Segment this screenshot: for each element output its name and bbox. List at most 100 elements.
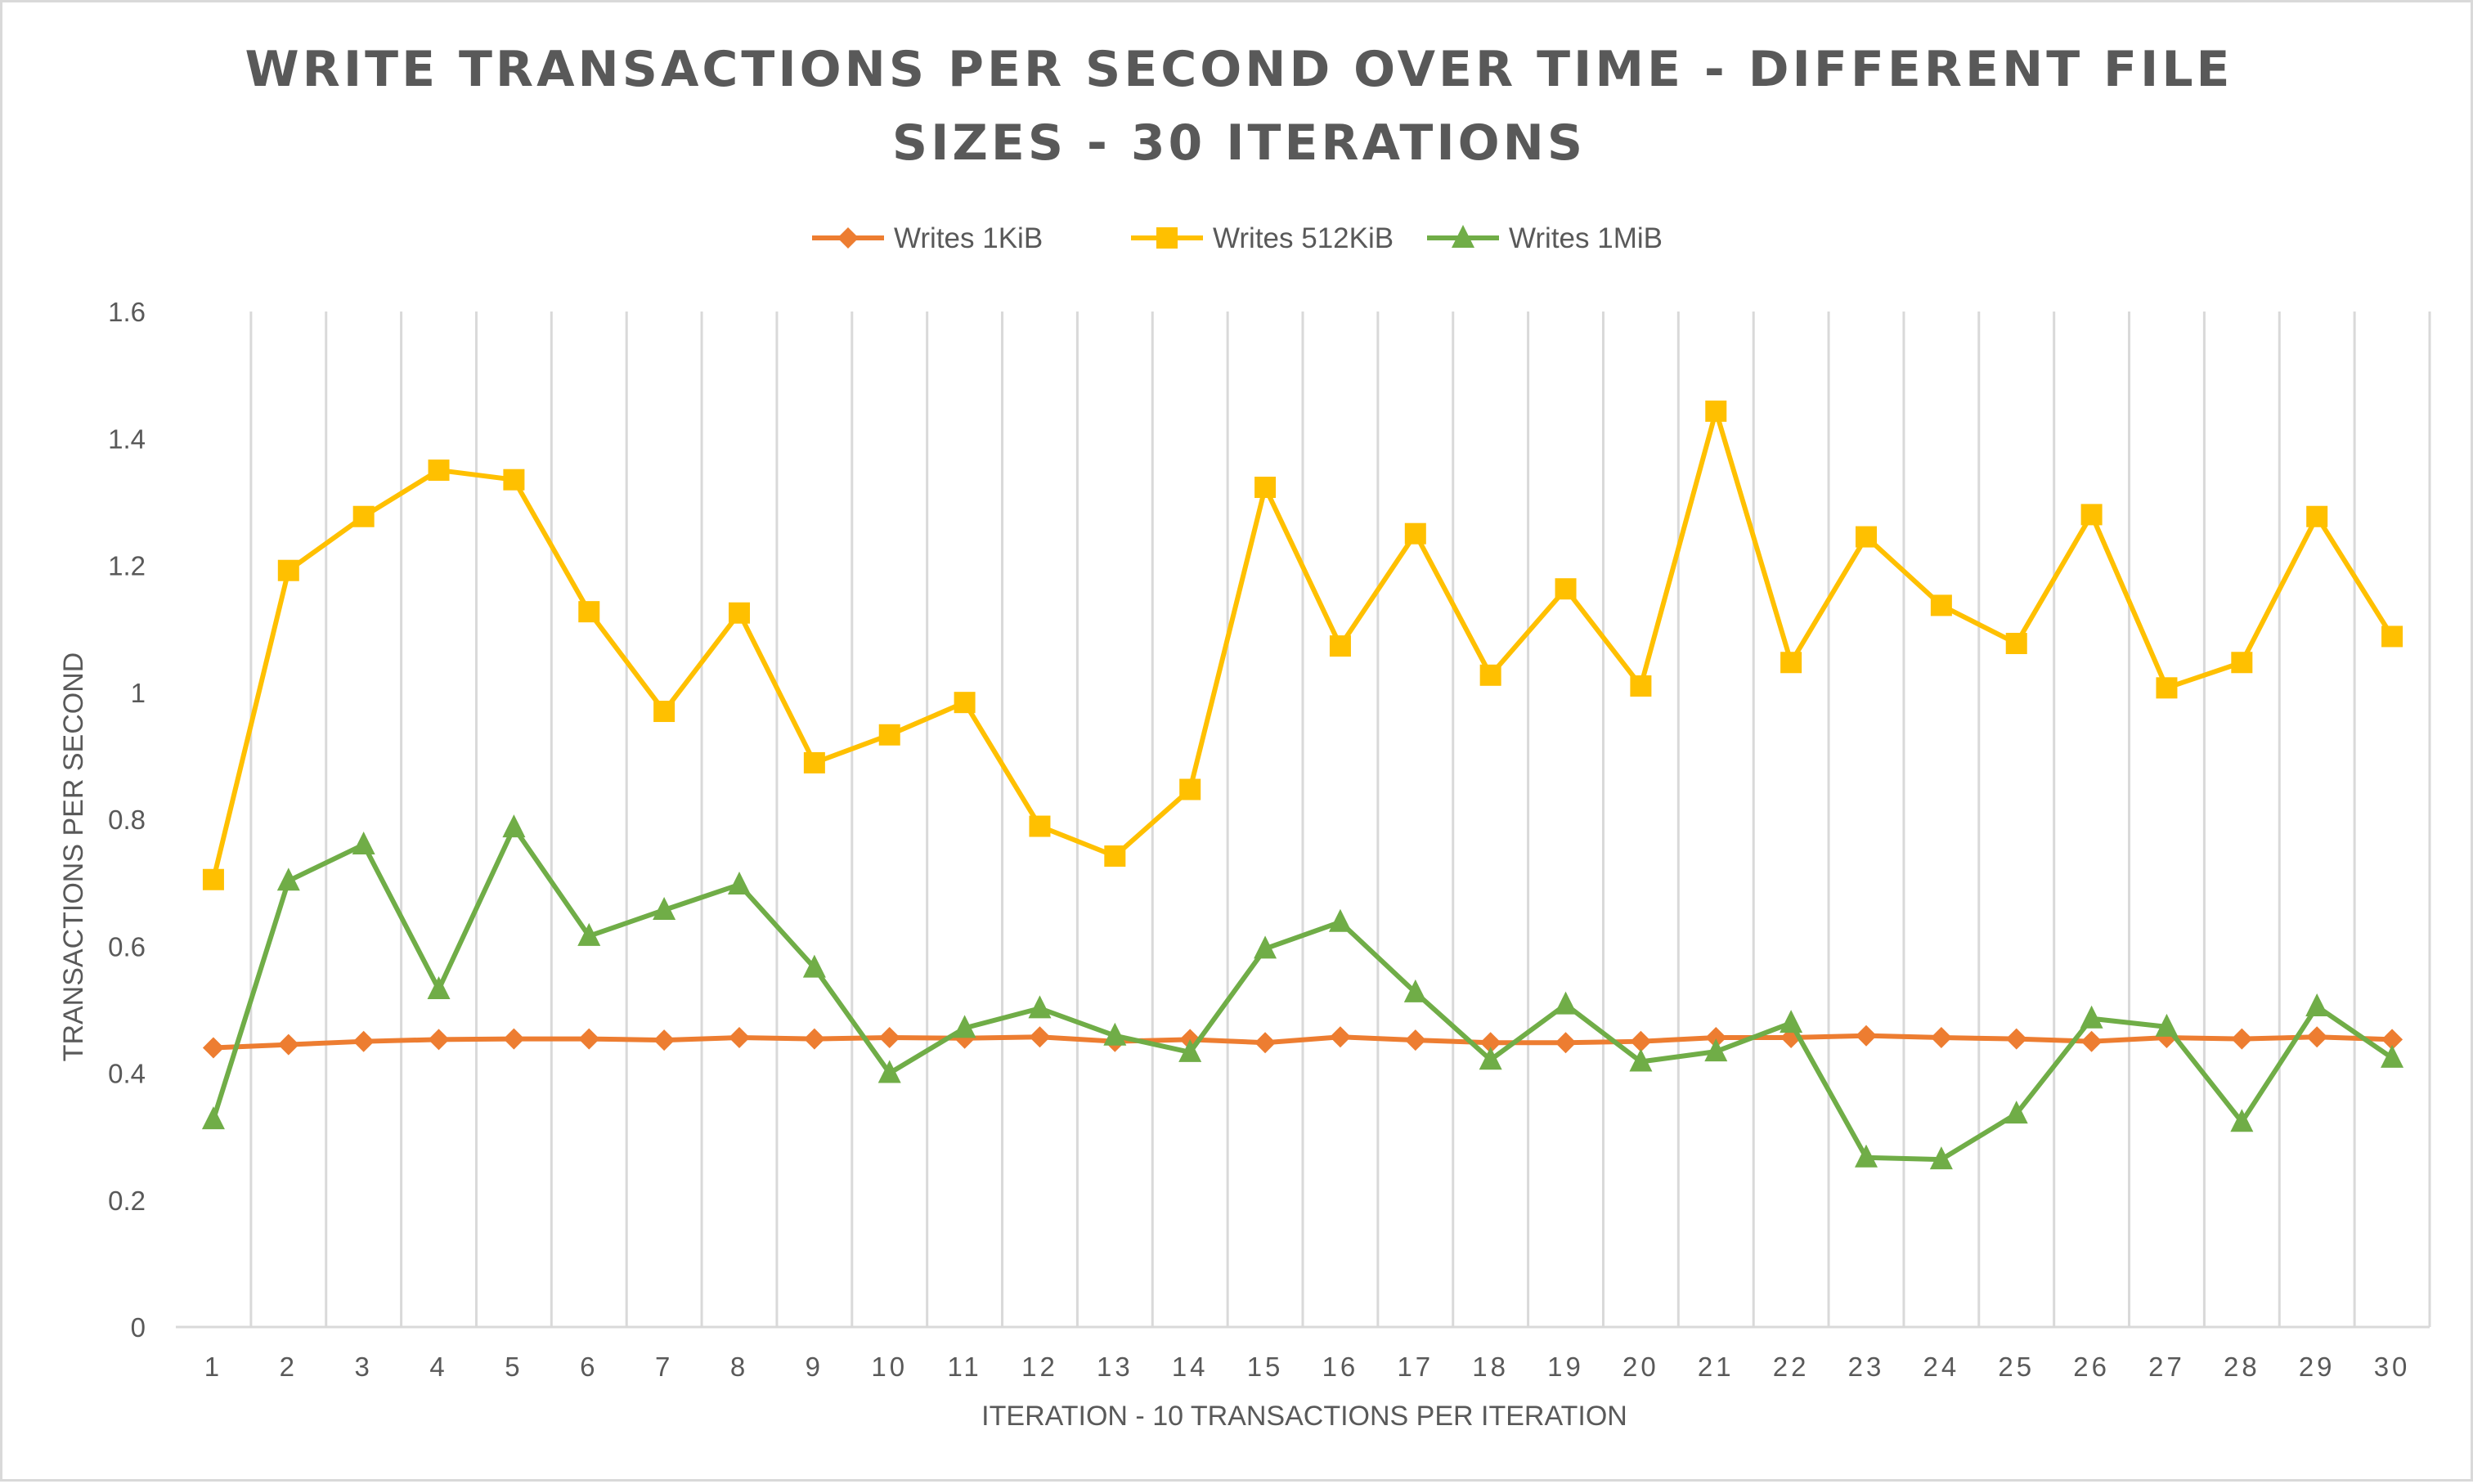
data-point-writes-1kib <box>428 1029 450 1051</box>
data-point-writes-1mib <box>728 871 751 894</box>
data-point-writes-1mib <box>1629 1048 1653 1072</box>
y-tick-label: 0.2 <box>108 1186 146 1216</box>
legend-marker <box>1156 227 1178 249</box>
x-tick-label: 15 <box>1247 1352 1284 1382</box>
data-point-writes-1mib <box>1479 1047 1502 1070</box>
data-point-writes-512kib <box>578 601 600 623</box>
data-point-writes-1mib <box>276 868 300 891</box>
data-point-writes-512kib <box>428 460 450 482</box>
x-tick-label: 24 <box>1923 1352 1960 1382</box>
data-point-writes-1mib <box>1254 935 1277 959</box>
legend-label: Writes 1KiB <box>894 222 1043 254</box>
x-tick-label: 10 <box>871 1352 908 1382</box>
data-point-writes-1mib <box>1103 1022 1127 1046</box>
data-point-writes-512kib <box>729 602 750 624</box>
legend-label: Writes 512KiB <box>1213 222 1394 254</box>
legend: Writes 1KiB Writes 512KiB Writes 1MiB <box>812 222 1663 254</box>
y-axis-tick-labels: 0 0.2 0.4 0.6 0.8 1 1.2 1.4 1.6 <box>108 297 146 1343</box>
data-point-writes-1mib <box>802 954 826 978</box>
data-point-writes-512kib <box>1630 675 1652 697</box>
data-point-writes-512kib <box>803 751 825 773</box>
data-point-writes-1mib <box>1929 1146 1953 1170</box>
series-writes-1kib <box>202 1024 2403 1059</box>
x-tick-label: 25 <box>1998 1352 2035 1382</box>
data-point-writes-1mib <box>1403 979 1427 1002</box>
x-tick-label: 6 <box>580 1352 598 1382</box>
series-layer <box>201 400 2404 1170</box>
data-point-writes-512kib <box>2156 677 2178 699</box>
data-point-writes-1kib <box>2306 1026 2328 1048</box>
data-point-writes-1mib <box>502 814 526 838</box>
x-tick-label: 9 <box>806 1352 824 1382</box>
data-point-writes-1kib <box>277 1033 299 1056</box>
data-point-writes-1kib <box>1479 1032 1501 1054</box>
chart-title-line1: WRITE TRANSACTIONS PER SECOND OVER TIME … <box>245 41 2233 98</box>
x-tick-label: 4 <box>429 1352 447 1382</box>
series-line-writes-1kib <box>210 1033 2395 1051</box>
x-tick-label: 20 <box>1622 1352 1659 1382</box>
data-point-writes-1kib <box>803 1028 825 1050</box>
data-point-writes-1mib <box>2004 1101 2028 1124</box>
data-point-writes-1kib <box>1930 1027 1952 1049</box>
chart-title-line2: SIZES - 30 ITERATIONS <box>892 114 1586 172</box>
data-point-writes-1mib <box>352 832 375 855</box>
x-tick-label: 7 <box>655 1352 673 1382</box>
x-tick-label: 1 <box>204 1352 222 1382</box>
data-point-writes-1kib <box>2231 1028 2253 1050</box>
data-point-writes-1kib <box>503 1028 525 1050</box>
data-point-writes-1mib <box>877 1060 901 1083</box>
x-tick-label: 5 <box>505 1352 523 1382</box>
legend-label: Writes 1MiB <box>1509 222 1663 254</box>
data-point-writes-1mib <box>1178 1038 1202 1062</box>
x-tick-label: 17 <box>1397 1352 1434 1382</box>
y-tick-label: 0.6 <box>108 931 146 962</box>
y-axis-title: TRANSACTIONS PER SECOND <box>58 652 89 1062</box>
data-point-writes-1mib <box>2080 1005 2103 1029</box>
data-point-writes-512kib <box>1479 664 1501 686</box>
x-tick-label: 2 <box>280 1352 298 1382</box>
data-point-writes-512kib <box>202 868 224 890</box>
data-point-writes-512kib <box>503 469 525 491</box>
data-point-writes-512kib <box>2381 625 2403 648</box>
x-tick-label: 29 <box>2299 1352 2336 1382</box>
x-tick-label: 14 <box>1172 1352 1209 1382</box>
series-writes-512kib <box>202 400 2403 890</box>
x-tick-label: 16 <box>1322 1352 1359 1382</box>
data-point-writes-1kib <box>1329 1026 1351 1048</box>
legend-item-writes-1mib: Writes 1MiB <box>1427 222 1663 254</box>
y-tick-label: 0.8 <box>108 805 146 835</box>
data-point-writes-512kib <box>1029 815 1051 837</box>
data-point-writes-512kib <box>1555 578 1577 600</box>
x-tick-label: 30 <box>2374 1352 2411 1382</box>
data-point-writes-512kib <box>1254 477 1277 499</box>
data-point-writes-1mib <box>2381 1044 2404 1068</box>
data-point-writes-1kib <box>2005 1028 2027 1050</box>
data-point-writes-1kib <box>202 1037 224 1059</box>
data-point-writes-1kib <box>1254 1032 1277 1054</box>
gridlines <box>249 312 2431 1327</box>
x-tick-label: 11 <box>947 1352 981 1382</box>
x-tick-label: 27 <box>2148 1352 2185 1382</box>
data-point-writes-1kib <box>1555 1032 1577 1054</box>
data-point-writes-1mib <box>653 897 676 921</box>
data-point-writes-512kib <box>2005 632 2027 654</box>
data-point-writes-512kib <box>277 559 299 581</box>
data-point-writes-1kib <box>2381 1029 2403 1051</box>
data-point-writes-1mib <box>1780 1010 1803 1033</box>
legend-marker <box>1452 225 1474 248</box>
x-tick-label: 26 <box>2073 1352 2110 1382</box>
data-point-writes-1mib <box>953 1015 976 1038</box>
data-point-writes-512kib <box>1179 778 1201 800</box>
data-point-writes-512kib <box>653 701 675 723</box>
data-point-writes-512kib <box>352 505 375 527</box>
data-point-writes-512kib <box>2080 504 2103 526</box>
data-point-writes-1kib <box>1404 1029 1426 1051</box>
y-tick-label: 1.6 <box>108 297 146 327</box>
x-tick-label: 3 <box>354 1352 372 1382</box>
legend-marker <box>837 227 859 249</box>
data-point-writes-512kib <box>2231 652 2253 674</box>
data-point-writes-1mib <box>427 976 451 1000</box>
x-tick-label: 13 <box>1097 1352 1133 1382</box>
